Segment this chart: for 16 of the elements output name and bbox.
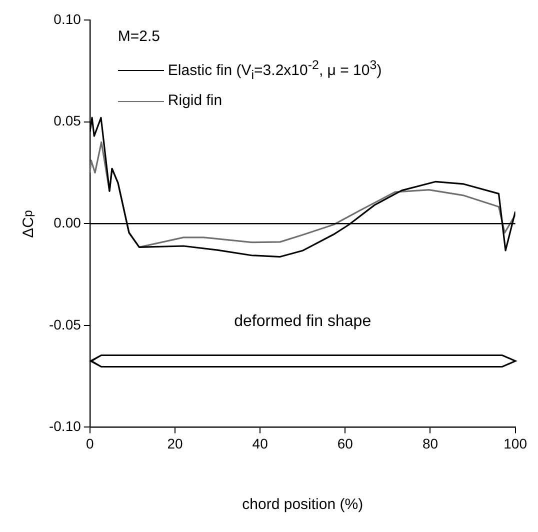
annotation: M=2.5 <box>118 28 160 45</box>
x-tick-label: 20 <box>167 435 183 452</box>
annotation: deformed fin shape <box>233 313 372 332</box>
x-axis-title: chord position (%) <box>242 496 364 514</box>
y-tick-label: 0.10 <box>54 10 82 27</box>
legend-label: Rigid fin <box>168 91 222 111</box>
y-tick-label: -0.05 <box>48 316 82 332</box>
y-tick-label: -0.10 <box>48 418 82 434</box>
x-tick-label: 40 <box>252 435 268 452</box>
y-tick-label: 0.05 <box>54 112 82 129</box>
x-tick-label: 0 <box>86 435 94 452</box>
x-tick-label: 80 <box>422 435 438 452</box>
x-tick-label: 100 <box>504 435 528 452</box>
y-tick-label: 0.00 <box>54 214 82 230</box>
x-tick-label: 60 <box>337 435 354 452</box>
legend-label: Elastic fin (V$_{i}$=3.2x10$^{-2}$, μ = 10$^{3}$) <box>168 57 382 84</box>
